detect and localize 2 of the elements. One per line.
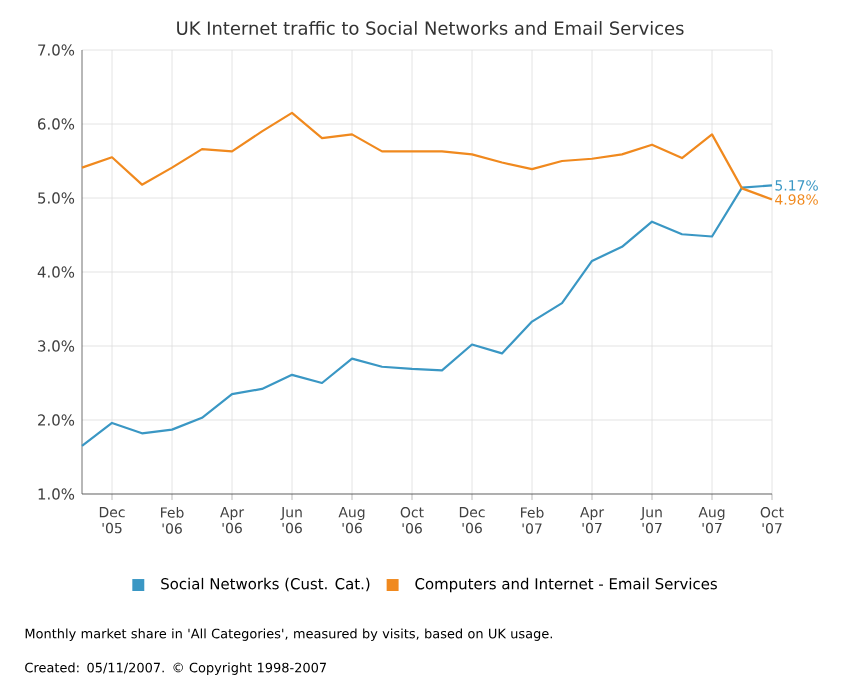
chart-title: UK Internet traffic to Social Networks and Email Services	[177, 21, 684, 35]
line-series	[80, 184, 774, 447]
